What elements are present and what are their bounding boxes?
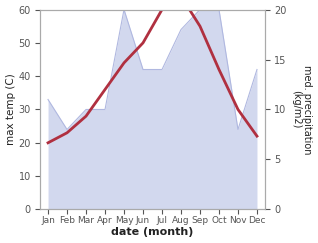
X-axis label: date (month): date (month) xyxy=(111,227,194,237)
Y-axis label: max temp (C): max temp (C) xyxy=(5,74,16,145)
Y-axis label: med. precipitation
(kg/m2): med. precipitation (kg/m2) xyxy=(291,65,313,154)
